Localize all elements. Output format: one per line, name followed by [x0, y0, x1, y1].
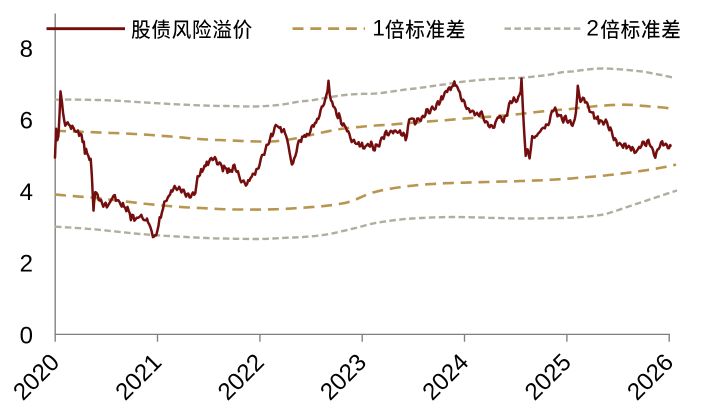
svg-text:4: 4: [20, 179, 33, 206]
svg-text:0: 0: [20, 322, 33, 349]
svg-text:8: 8: [20, 36, 33, 63]
svg-text:2: 2: [20, 251, 33, 278]
svg-text:1: 1: [372, 16, 385, 41]
svg-text:6: 6: [20, 108, 33, 135]
svg-text:2: 2: [586, 16, 599, 41]
